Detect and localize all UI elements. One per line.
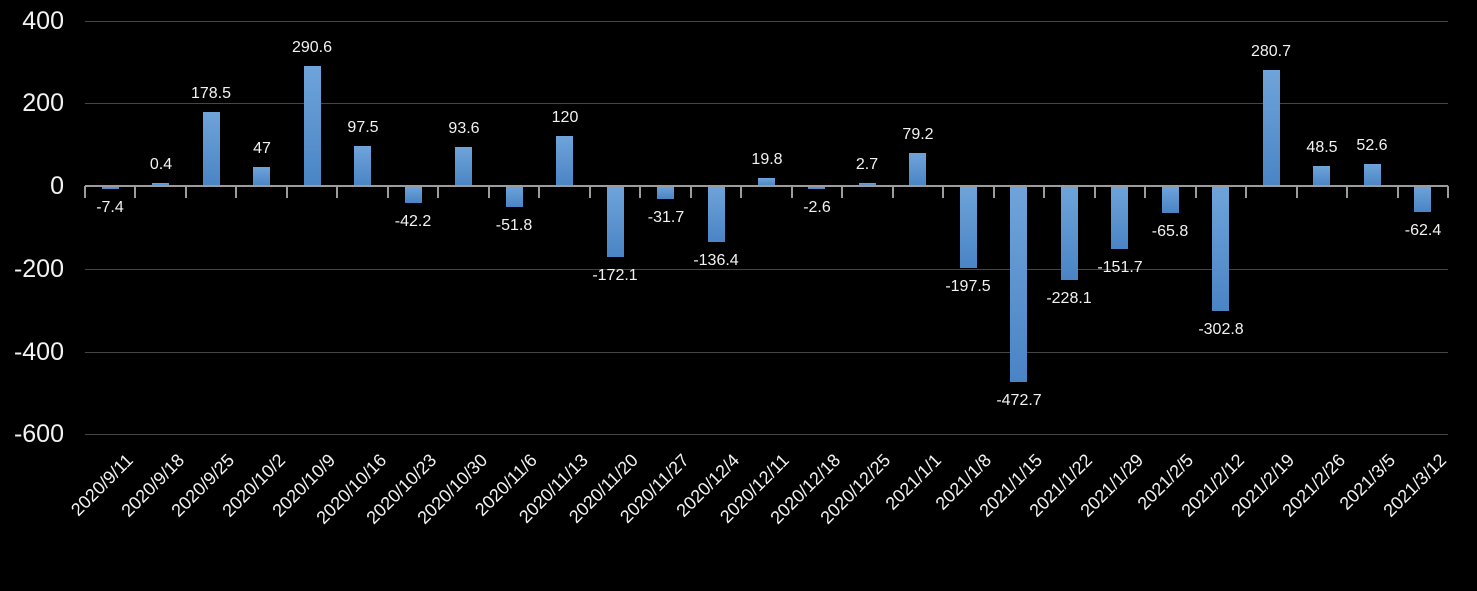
x-axis-tick [286, 186, 288, 198]
x-axis-tick [1144, 186, 1146, 198]
bar-2021/3/12 [1414, 186, 1431, 212]
value-label: -65.8 [1151, 223, 1189, 240]
gridline-y--600 [85, 434, 1448, 435]
gridline-y--200 [85, 269, 1448, 270]
value-label: -302.8 [1198, 321, 1244, 338]
value-label: 2.7 [855, 156, 879, 173]
bar-2021/2/26 [1313, 166, 1330, 186]
bar-2021/3/5 [1364, 164, 1381, 186]
x-axis-tick [185, 186, 187, 198]
bar-2020/10/9 [304, 66, 321, 186]
y-tick-label: -400 [13, 338, 64, 366]
x-axis-tick [1296, 186, 1298, 198]
bar-2021/1/1 [909, 153, 926, 186]
value-label: 93.6 [448, 120, 480, 137]
bar-2020/9/18 [152, 183, 169, 186]
y-tick-label: 0 [50, 172, 64, 200]
bar-2020/10/2 [253, 167, 270, 186]
value-label: 178.5 [190, 85, 232, 102]
bar-2020/9/25 [203, 112, 220, 186]
x-axis-tick [1245, 186, 1247, 198]
x-axis-tick [134, 186, 136, 198]
value-label: -42.2 [394, 213, 432, 230]
value-label: -51.8 [495, 217, 533, 234]
x-axis-tick [740, 186, 742, 198]
x-axis-tick [993, 186, 995, 198]
value-label: -7.4 [96, 199, 124, 216]
bar-2020/11/20 [607, 186, 624, 257]
x-axis-tick [639, 186, 641, 198]
value-label: 97.5 [347, 119, 379, 136]
bar-2021/1/22 [1061, 186, 1078, 280]
value-label: -151.7 [1097, 259, 1143, 276]
bar-2021/2/12 [1212, 186, 1229, 311]
y-tick-label: -200 [13, 255, 64, 283]
value-label: 47 [253, 140, 271, 157]
value-label: -472.7 [996, 392, 1042, 409]
bar-2021/1/8 [960, 186, 977, 268]
value-label: 0.4 [149, 156, 173, 173]
y-tick-label: -600 [13, 420, 64, 448]
bar-2020/11/6 [506, 186, 523, 207]
value-label: -172.1 [592, 267, 638, 284]
bar-2020/10/16 [354, 146, 371, 186]
value-label: 79.2 [902, 126, 934, 143]
x-axis-tick [1094, 186, 1096, 198]
bar-2020/12/25 [859, 183, 876, 186]
y-tick-label: 200 [22, 89, 64, 117]
x-axis-tick [437, 186, 439, 198]
value-label: -2.6 [803, 199, 831, 216]
x-axis-tick [538, 186, 540, 198]
value-label: 52.6 [1356, 137, 1388, 154]
bar-2020/11/13 [556, 136, 573, 186]
x-axis-tick [1447, 186, 1449, 198]
x-axis-tick [488, 186, 490, 198]
bar-2021/2/19 [1263, 70, 1280, 186]
bar-2020/10/30 [455, 147, 472, 186]
value-label: 48.5 [1306, 139, 1338, 156]
x-axis-tick [1195, 186, 1197, 198]
value-label: 120 [551, 109, 579, 126]
x-axis-tick [1397, 186, 1399, 198]
value-label: 19.8 [751, 151, 783, 168]
bar-2020/9/11 [102, 186, 119, 189]
x-axis-tick [387, 186, 389, 198]
bar-2021/1/29 [1111, 186, 1128, 249]
x-axis-tick [336, 186, 338, 198]
x-axis-line [85, 185, 1448, 187]
value-label: 290.6 [291, 39, 333, 56]
x-axis-tick [235, 186, 237, 198]
value-label: -31.7 [647, 209, 685, 226]
x-axis-tick [84, 186, 86, 198]
x-axis-tick [841, 186, 843, 198]
x-axis-tick [791, 186, 793, 198]
x-axis-tick [690, 186, 692, 198]
bar-2020/12/4 [708, 186, 725, 242]
bar-2021/1/15 [1010, 186, 1027, 382]
value-label: -197.5 [945, 278, 991, 295]
value-label: -136.4 [693, 252, 739, 269]
x-axis-tick [1346, 186, 1348, 198]
value-label: 280.7 [1250, 43, 1292, 60]
y-tick-label: 400 [22, 7, 64, 35]
bar-2020/11/27 [657, 186, 674, 199]
bar-2020/12/11 [758, 178, 775, 186]
gridline-y-200 [85, 103, 1448, 104]
bar-2021/2/5 [1162, 186, 1179, 213]
x-axis-tick [589, 186, 591, 198]
x-axis-tick [942, 186, 944, 198]
x-axis-tick [892, 186, 894, 198]
value-label: -62.4 [1404, 222, 1442, 239]
gridline-y--400 [85, 352, 1448, 353]
x-axis-tick [1043, 186, 1045, 198]
bar-2020/10/23 [405, 186, 422, 203]
gridline-y-400 [85, 21, 1448, 22]
value-label: -228.1 [1046, 290, 1092, 307]
bar-2020/12/18 [808, 186, 825, 189]
